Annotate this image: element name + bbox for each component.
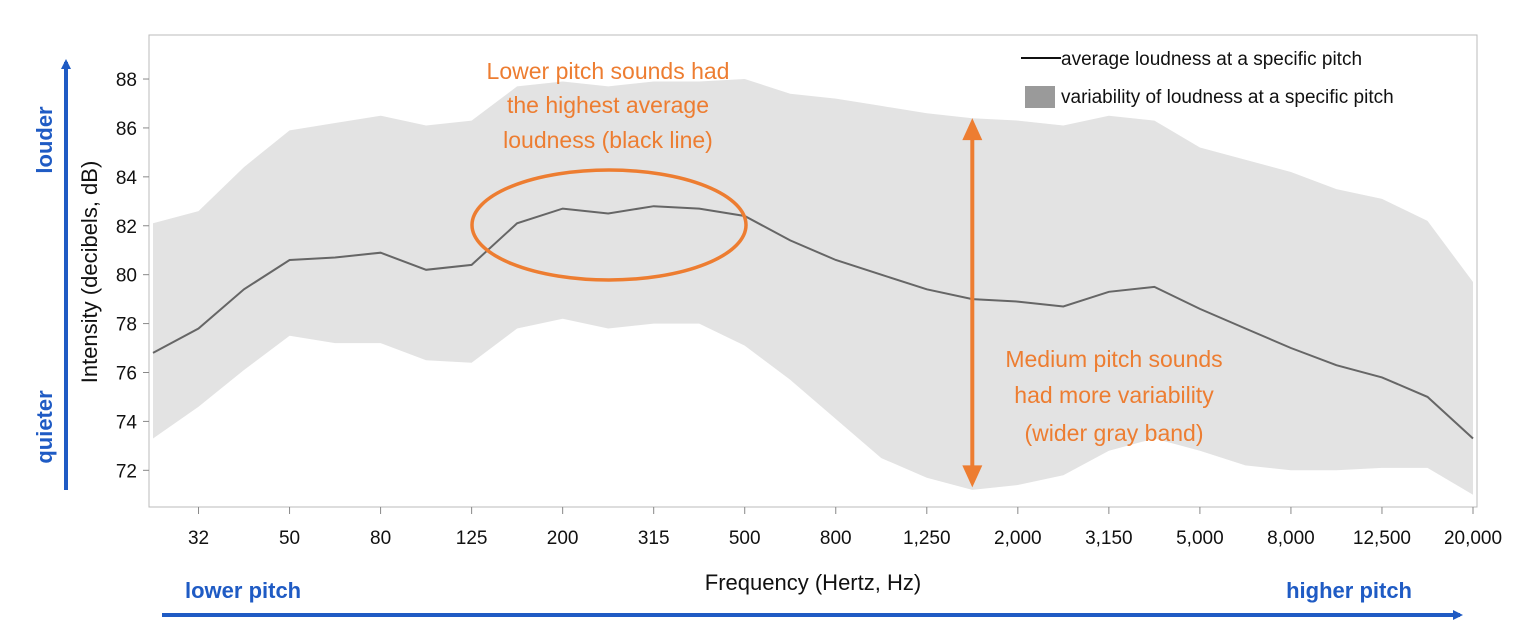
x-tick-label: 315 <box>638 528 670 549</box>
y-tick-label: 86 <box>116 119 137 140</box>
y-tick-label: 78 <box>116 315 137 336</box>
variability-band <box>153 79 1473 495</box>
legend-band-swatch <box>1025 86 1055 108</box>
x-tick-label: 12,500 <box>1353 528 1411 549</box>
x-tick-label: 50 <box>279 528 300 549</box>
side-annotation-line-2: had more variability <box>1014 382 1214 408</box>
y-tick-label: 88 <box>116 70 137 91</box>
side-annotation-line-1: Medium pitch sounds <box>1005 346 1222 372</box>
y-tick-label: 84 <box>116 168 138 189</box>
average-loudness-line <box>152 205 1474 440</box>
x-tick-label: 2,000 <box>994 528 1042 549</box>
x-tick-label: 3,150 <box>1085 528 1133 549</box>
legend: average loudness at a specific pitch var… <box>1021 49 1394 108</box>
y-tick-label: 72 <box>116 461 137 482</box>
side-annotation: Medium pitch sounds had more variability… <box>1005 346 1222 446</box>
y-axis-title: Intensity (decibels, dB) <box>77 161 102 384</box>
x-axis-title: Frequency (Hertz, Hz) <box>705 570 921 595</box>
x-tick-label: 8,000 <box>1267 528 1315 549</box>
louder-label: louder <box>32 106 57 174</box>
arrow-head-down <box>962 465 983 488</box>
x-tick-label: 20,000 <box>1444 528 1502 549</box>
lower-pitch-label: lower pitch <box>185 578 301 603</box>
legend-label-average: average loudness at a specific pitch <box>1061 49 1362 70</box>
x-tick-label: 1,250 <box>903 528 951 549</box>
top-annotation: Lower pitch sounds had the highest avera… <box>487 58 730 153</box>
top-annotation-line-1: Lower pitch sounds had <box>487 58 730 84</box>
arrow-head-up <box>962 118 983 141</box>
x-tick-label: 32 <box>188 528 209 549</box>
y-tick-label: 74 <box>116 412 138 433</box>
highlight-ellipse <box>470 168 748 282</box>
x-tick-label: 125 <box>456 528 488 549</box>
side-annotation-line-3: (wider gray band) <box>1025 420 1204 446</box>
x-axis: 32 50 80 125 200 315 500 800 1,250 2,000 3,150 5,00… <box>188 507 1502 549</box>
x-tick-label: 200 <box>547 528 579 549</box>
higher-pitch-label: higher pitch <box>1286 578 1412 603</box>
x-tick-label: 800 <box>820 528 852 549</box>
top-annotation-line-3: loudness (black line) <box>503 127 713 153</box>
y-tick-label: 80 <box>116 266 137 287</box>
quieter-label: quieter <box>32 390 57 464</box>
y-tick-label: 82 <box>116 217 137 238</box>
x-tick-label: 80 <box>370 528 391 549</box>
x-tick-label: 5,000 <box>1176 528 1224 549</box>
legend-label-variability: variability of loudness at a specific pi… <box>1061 87 1394 108</box>
y-axis: 72 74 76 78 80 82 84 86 88 <box>116 70 149 482</box>
top-annotation-line-2: the highest average <box>507 92 709 118</box>
y-tick-label: 76 <box>116 363 137 384</box>
variability-double-arrow <box>962 118 983 488</box>
x-tick-label: 500 <box>729 528 761 549</box>
